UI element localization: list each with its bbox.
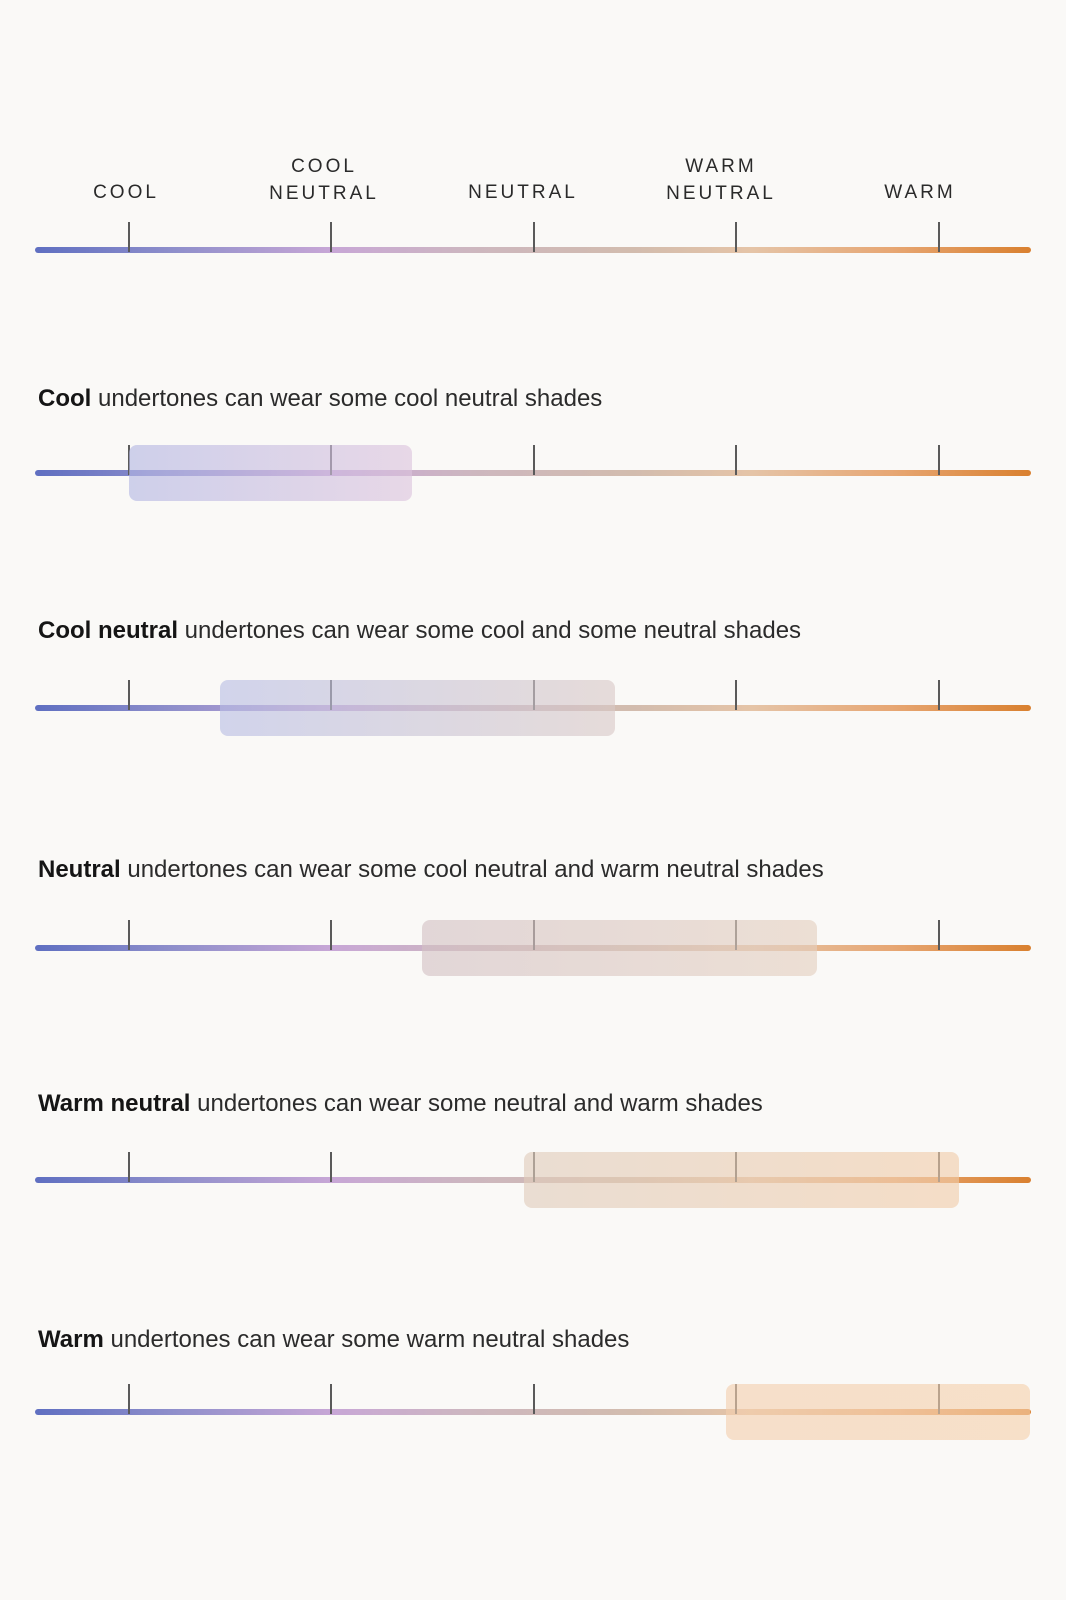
header-label-cool: COOL [93, 182, 159, 203]
scale-tick [330, 1152, 332, 1182]
range-band [523, 1152, 960, 1208]
row-caption-neutral: Neutral undertones can wear some cool ne… [38, 855, 824, 885]
scale-tick [938, 445, 940, 475]
row-scale-warm-neutral [35, 1152, 1031, 1213]
scale-tick [128, 222, 130, 252]
row-scale-warm [35, 1384, 1031, 1445]
scale-tick [128, 680, 130, 710]
scale-tick [938, 222, 940, 252]
row-text: undertones can wear some warm neutral sh… [103, 1326, 630, 1353]
scale-tick [128, 920, 130, 950]
scale-tick [533, 445, 535, 475]
header-scale [35, 222, 1031, 283]
scale-tick [533, 222, 535, 252]
row-text: undertones can wear some cool neutral sh… [91, 385, 603, 412]
row-caption-cool: Cool undertones can wear some cool neutr… [38, 384, 602, 414]
row-text: undertones can wear some neutral and war… [190, 1090, 763, 1117]
scale-tick [128, 1384, 130, 1414]
scale-tick [735, 222, 737, 252]
scale-tick [533, 1384, 535, 1414]
header-label-neutral: NEUTRAL [468, 182, 578, 203]
row-text: undertones can wear some cool neutral an… [120, 856, 824, 883]
row-scale-neutral [35, 920, 1031, 981]
scale-tick [330, 1384, 332, 1414]
scale-tick [330, 920, 332, 950]
row-scale-cool-neutral [35, 680, 1031, 741]
row-title: Warm [38, 1326, 104, 1353]
scale-tick [938, 680, 940, 710]
row-caption-cool-neutral: Cool neutral undertones can wear some co… [38, 616, 801, 646]
scale-tick [735, 680, 737, 710]
range-band [219, 680, 615, 736]
row-caption-warm-neutral: Warm neutral undertones can wear some ne… [38, 1089, 763, 1119]
row-scale-cool [35, 445, 1031, 506]
header-label-cool-neutral: COOL NEUTRAL [269, 156, 379, 204]
row-title: Cool neutral [38, 617, 179, 644]
row-text: undertones can wear some cool and some n… [178, 617, 802, 644]
range-band [129, 445, 413, 501]
header-label-warm-neutral: WARM NEUTRAL [666, 156, 776, 204]
range-band [725, 1384, 1031, 1440]
row-title: Warm neutral [38, 1090, 191, 1117]
range-band [422, 920, 818, 976]
scale-tick [330, 222, 332, 252]
row-caption-warm: Warm undertones can wear some warm neutr… [38, 1325, 629, 1355]
row-title: Neutral [38, 856, 121, 883]
header-label-warm: WARM [884, 182, 956, 203]
scale-tick [938, 920, 940, 950]
scale-tick [128, 1152, 130, 1182]
row-title: Cool [38, 385, 92, 412]
scale-tick [735, 445, 737, 475]
